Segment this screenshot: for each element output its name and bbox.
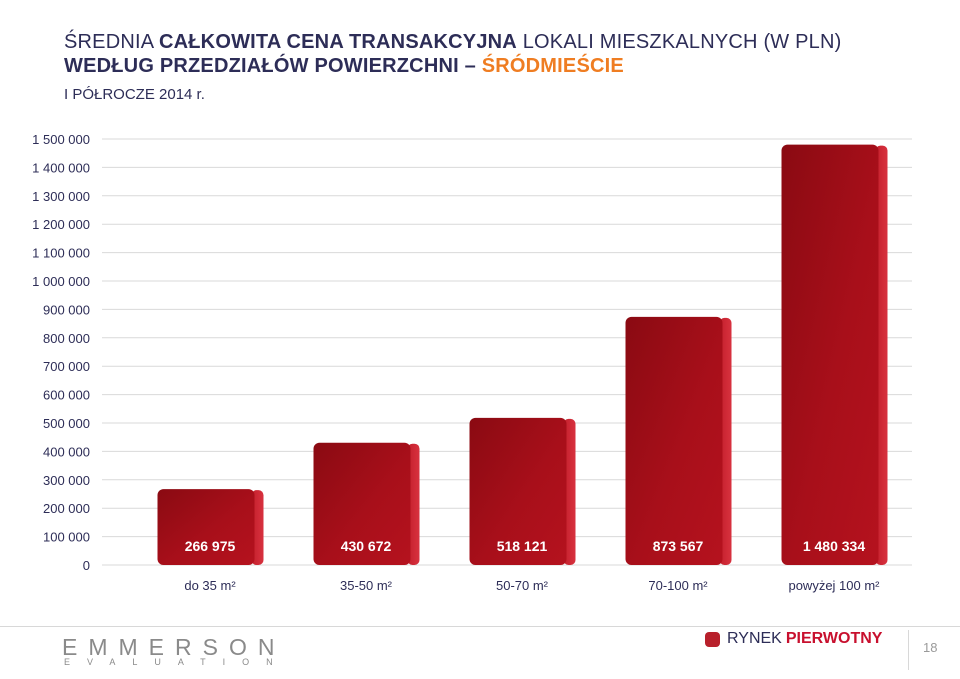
bar [313,442,411,565]
bar [781,144,879,565]
y-tick-label: 1 200 000 [32,217,90,232]
title-line-2: WEDŁUG PRZEDZIAŁÓW POWIERZCHNI – ŚRÓDMIE… [64,55,624,77]
bar [157,489,255,565]
chart-title: ŚREDNIA CAŁKOWITA CENA TRANSAKCYJNA LOKA… [64,30,842,78]
bar-value-label: 430 672 [341,538,392,554]
title-accent: ŚRÓDMIEŚCIE [481,55,624,77]
y-tick-label: 900 000 [43,302,90,317]
y-tick-label: 500 000 [43,416,90,431]
y-tick-label: 200 000 [43,501,90,516]
y-tick-label: 1 400 000 [32,160,90,175]
legend-label-pierwotny: PIERWOTNY [785,630,883,647]
bar-value-label: 266 975 [185,538,236,554]
y-tick-label: 300 000 [43,473,90,488]
bar-value-label: 518 121 [497,538,548,554]
legend-label-rynek: RYNEK [727,630,782,647]
page-number: 18 [908,630,939,670]
y-tick-label: 1 000 000 [32,274,90,289]
category-label: 50-70 m² [496,578,549,593]
y-tick-label: 400 000 [43,444,90,459]
y-tick-label: 700 000 [43,359,90,374]
bars [157,144,888,565]
legend: RYNEK PIERWOTNY [705,630,882,648]
y-tick-label: 1 500 000 [32,132,90,147]
y-tick-label: 1 300 000 [32,189,90,204]
category-labels: do 35 m² 35-50 m² 50-70 m² 70-100 m² powyżej… [184,578,880,593]
y-tick-label: 0 [83,558,90,573]
y-axis-ticks: 0 100 000 200 000 300 000 400 000 500 000 600 … [32,132,90,573]
logo-evaluation: EVALUATION [64,657,290,667]
bar [469,417,567,565]
category-label: 70-100 m² [648,578,708,593]
legend-swatch-icon [705,631,720,647]
logo-emmerson: EMMERSON [62,634,286,660]
y-tick-label: 600 000 [43,388,90,403]
category-label: powyżej 100 m² [788,578,880,593]
bar-value-label: 1 480 334 [803,538,865,554]
bar-chart: 0 100 000 200 000 300 000 400 000 500 000 600 … [32,132,912,593]
bar [625,316,723,565]
y-tick-label: 1 100 000 [32,246,90,261]
chart-subtitle: I PÓŁROCZE 2014 r. [64,86,205,103]
category-label: do 35 m² [184,578,236,593]
bar-value-label: 873 567 [653,538,704,554]
category-label: 35-50 m² [340,578,393,593]
y-tick-label: 100 000 [43,530,90,545]
y-tick-label: 800 000 [43,331,90,346]
value-labels: 266 975 430 672 518 121 873 567 1 480 334 [185,538,866,554]
footer-divider [0,626,960,627]
title-line-1: ŚREDNIA CAŁKOWITA CENA TRANSAKCYJNA LOKA… [64,31,842,53]
